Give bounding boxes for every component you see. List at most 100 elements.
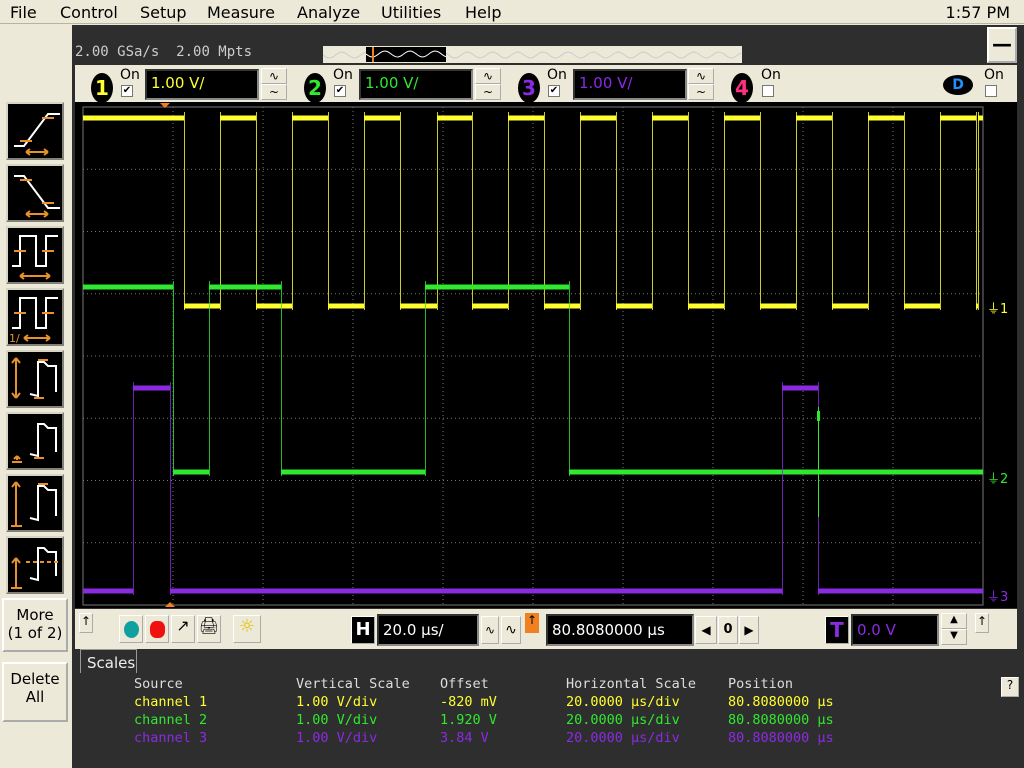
marker-2-label: 2: [1000, 472, 1009, 487]
measure-fall-time-button[interactable]: [6, 164, 64, 222]
fall-time-icon: [14, 175, 60, 218]
channel-4-badge[interactable]: 4: [731, 73, 753, 103]
channel-2-ground-marker[interactable]: ⏚2: [987, 472, 1009, 487]
measure-vmax-button[interactable]: [6, 474, 64, 532]
menu-analyze[interactable]: Analyze: [297, 3, 361, 22]
channel-3-scale-fine-button[interactable]: ∿: [688, 68, 714, 84]
channel-1-on-checkbox[interactable]: ✔: [121, 85, 133, 97]
measure-frequency-button[interactable]: 1/: [6, 288, 64, 346]
digital-badge[interactable]: D: [943, 75, 973, 95]
more-label: More: [16, 606, 54, 624]
channel-3-ground-marker[interactable]: ⏚3: [987, 590, 1009, 605]
print-button[interactable]: 🖨: [197, 615, 221, 643]
trigger-time-marker-bottom: [165, 602, 175, 607]
channel-1-trace-segment: [472, 303, 508, 309]
measure-vmin-button[interactable]: [6, 412, 64, 470]
waveform-display[interactable]: ⏚1 ⏚2 ⏚3: [75, 102, 1017, 608]
menu-measure[interactable]: Measure: [207, 3, 275, 22]
measure-vavg-button[interactable]: [6, 536, 64, 594]
frequency-icon: 1/: [9, 297, 58, 345]
measure-vpp-button[interactable]: [6, 350, 64, 408]
channel-1-trace-segment: [652, 115, 688, 121]
position-right-button[interactable]: ▶: [739, 616, 759, 644]
menu-file[interactable]: File: [10, 3, 37, 22]
menu-control[interactable]: Control: [60, 3, 118, 22]
digital-on-checkbox[interactable]: [985, 85, 997, 97]
channel-3-on-checkbox[interactable]: ✔: [548, 85, 560, 97]
channel-2-on-label: On: [333, 67, 353, 83]
minimize-button[interactable]: —: [987, 27, 1017, 63]
channel-2-trace-segment: [209, 284, 281, 290]
right-scroll-arrow-icon[interactable]: ↑: [975, 613, 989, 633]
overview-window[interactable]: [365, 47, 447, 62]
delete-all-button[interactable]: Delete All: [2, 662, 68, 722]
channel-1-trace-segment: [400, 303, 437, 309]
trigger-level-down-button[interactable]: ▼: [941, 629, 967, 645]
position-left-button[interactable]: ◀: [695, 616, 717, 644]
channel-1-ground-marker[interactable]: ⏚1: [987, 302, 1009, 317]
channel-2-scale-input[interactable]: 1.00 V/: [359, 69, 473, 100]
menu-bar: File Control Setup Measure Analyze Utili…: [0, 0, 1024, 24]
column-header: Source: [134, 676, 183, 692]
table-cell: 1.00 V/div: [296, 694, 378, 710]
channel-1-on-label: On: [120, 67, 140, 83]
horizontal-button[interactable]: H: [351, 616, 375, 644]
channel-3-scale-input[interactable]: 1.00 V/: [573, 69, 687, 100]
channel-3-badge[interactable]: 3: [518, 73, 540, 103]
stop-button[interactable]: [145, 615, 169, 643]
channel-1-trace-segment: [437, 115, 472, 121]
time-scale-input[interactable]: 20.0 µs/: [377, 614, 479, 646]
channel-3-trace-segment: [818, 588, 983, 594]
trigger-level-up-button[interactable]: ▲: [941, 613, 967, 629]
channel-1-trace-segment: [940, 115, 976, 121]
table-cell: 3.84 V: [440, 730, 489, 746]
single-icon: ↗: [176, 616, 190, 635]
channel-2-scale-coarse-button[interactable]: ~: [475, 84, 501, 100]
channel-2-trace-segment: [83, 284, 173, 290]
channel-2-scale-fine-button[interactable]: ∿: [475, 68, 501, 84]
single-button[interactable]: ↗: [171, 615, 195, 643]
delete-label: Delete: [10, 670, 60, 688]
run-button[interactable]: [119, 615, 143, 643]
brightness-button[interactable]: ☼: [233, 615, 261, 643]
menu-setup[interactable]: Setup: [140, 3, 187, 22]
control-bar: ↑ ↗ 🖨 ☼ H 20.0 µs/ ∿ ∿ ↑ 80.8080000 µs ◀…: [75, 609, 1017, 649]
measure-rise-time-button[interactable]: [6, 102, 64, 160]
position-zero-button[interactable]: 0: [718, 616, 738, 644]
help-button[interactable]: ?: [1001, 677, 1019, 697]
channel-1-badge[interactable]: 1: [91, 73, 113, 103]
measure-period-button[interactable]: [6, 226, 64, 284]
menu-utilities[interactable]: Utilities: [381, 3, 442, 22]
marker-1-label: 1: [1000, 302, 1009, 317]
channel-1-trace-segment: [544, 303, 580, 309]
horizontal-position-input[interactable]: 80.8080000 µs: [546, 614, 694, 646]
time-scale-coarse-button[interactable]: ∿: [501, 616, 521, 644]
more-button[interactable]: More (1 of 2): [2, 598, 68, 652]
left-scroll-arrow-icon[interactable]: ↑: [79, 613, 93, 633]
menu-help[interactable]: Help: [465, 3, 502, 22]
channel-2-on-checkbox[interactable]: ✔: [334, 85, 346, 97]
period-icon: [12, 235, 58, 280]
channel-3-trace-segment: [83, 588, 133, 594]
trigger-level-input[interactable]: 0.0 V: [851, 614, 939, 646]
channel-2-badge[interactable]: 2: [304, 73, 326, 103]
channel-4-on-checkbox[interactable]: [762, 85, 774, 97]
channel-3-trace-segment: [133, 385, 170, 391]
channel-1-scale-coarse-button[interactable]: ~: [261, 84, 287, 100]
channel-3-scale-coarse-button[interactable]: ~: [688, 84, 714, 100]
rise-time-icon: [14, 113, 60, 156]
channel-1-trace-segment: [796, 115, 832, 121]
time-scale-fine-button[interactable]: ∿: [481, 616, 499, 644]
channel-1-scale-fine-button[interactable]: ∿: [261, 68, 287, 84]
table-cell: 1.920 V: [440, 712, 497, 728]
measurement-toolbar: 1/ More (1 of 2) Delete All: [0, 25, 72, 768]
channel-1-scale-input[interactable]: 1.00 V/: [145, 69, 259, 100]
table-cell: 80.8080000 µs: [728, 730, 834, 746]
clock: 1:57 PM: [945, 3, 1010, 22]
channel-1-trace-segment: [978, 115, 983, 121]
channel-1-trace-segment: [724, 115, 760, 121]
tab-scales[interactable]: Scales: [80, 649, 137, 674]
table-cell: 20.0000 µs/div: [566, 712, 680, 728]
channel-1-trace-segment: [328, 303, 364, 309]
trigger-button[interactable]: T: [825, 616, 849, 644]
